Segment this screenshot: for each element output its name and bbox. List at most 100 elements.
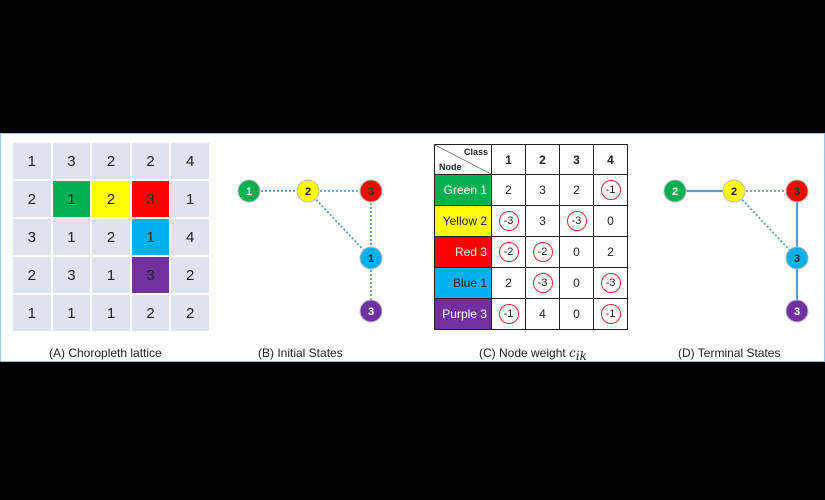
terminal-node-circle xyxy=(722,179,746,203)
lattice-cell: 1 xyxy=(12,294,52,332)
lattice-cell: 3 xyxy=(130,180,171,218)
corner-node-label: Node xyxy=(439,162,462,172)
initial-node-circle xyxy=(359,299,383,323)
weight-value: 2 xyxy=(607,245,614,259)
row-label: Purple 3 xyxy=(434,298,492,330)
table-row: Green 1 2 3 2 -1 xyxy=(434,174,628,206)
initial-node-label: 1 xyxy=(246,186,252,198)
weight-cell: -2 xyxy=(525,236,560,268)
row-label: Red 3 xyxy=(434,236,492,268)
initial-node-circle xyxy=(359,246,383,270)
weight-value: 0 xyxy=(573,245,580,259)
weight-value: 3 xyxy=(539,214,546,228)
lattice-cell: 2 xyxy=(170,294,210,332)
weights-caption-text: (C) Node weight xyxy=(479,346,570,360)
terminal-node-circle xyxy=(663,179,687,203)
weight-cell: 0 xyxy=(559,267,594,299)
table-row: Purple 3 -1 4 0 -1 xyxy=(434,298,628,330)
initial-states-graph: 1 2 3 1 3 xyxy=(237,179,383,323)
lattice-cell: 1 xyxy=(130,218,171,256)
column-header: 4 xyxy=(593,144,628,175)
weight-value: 0 xyxy=(607,214,614,228)
weights-caption-symbol: c xyxy=(569,346,576,360)
weight-cell: 3 xyxy=(525,174,560,206)
row-label: Green 1 xyxy=(434,174,492,206)
weight-value: 2 xyxy=(573,183,580,197)
lattice-cell: 2 xyxy=(91,218,131,256)
edge-2-blue xyxy=(307,190,372,259)
lattice-cell: 1 xyxy=(51,294,92,332)
initial-caption: (B) Initial States xyxy=(258,346,343,360)
weight-cell: 0 xyxy=(559,236,594,268)
initial-node-label: 2 xyxy=(305,186,311,198)
lattice-cell: 3 xyxy=(130,256,171,294)
terminal-node-label: 2 xyxy=(731,186,737,198)
corner-class-label: Class xyxy=(463,147,488,157)
weight-cell: -1 xyxy=(593,298,628,330)
negative-weight-value: -3 xyxy=(498,211,519,231)
weight-cell: 2 xyxy=(593,236,628,268)
lattice-cell: 2 xyxy=(130,294,171,332)
weight-value: 4 xyxy=(539,307,546,321)
negative-weight-value: -1 xyxy=(600,180,621,200)
lattice-cell: 2 xyxy=(91,142,131,180)
column-header: 2 xyxy=(525,144,560,175)
initial-node-circle xyxy=(237,179,261,203)
terminal-node-label: 3 xyxy=(794,253,800,265)
node-weight-table: Class Node 1 2 3 4 Green 1 2 3 2 -1 Yellow 2-… xyxy=(434,144,628,330)
weight-cell: -3 xyxy=(491,205,526,237)
edge-yellow-blue xyxy=(733,190,798,259)
lattice-cell: 3 xyxy=(51,142,92,180)
lattice-cell: 3 xyxy=(51,256,92,294)
weight-value: 2 xyxy=(505,183,512,197)
table-row: Red 3 -2 -2 0 2 xyxy=(434,236,628,268)
negative-weight-value: -2 xyxy=(498,242,519,262)
row-label: Yellow 2 xyxy=(434,205,492,237)
lattice-cell: 4 xyxy=(170,142,210,180)
table-row: Yellow 2 -3 3 -3 0 xyxy=(434,205,628,237)
weight-cell: 0 xyxy=(559,298,594,330)
terminal-node-label: 3 xyxy=(794,186,800,198)
column-header: 1 xyxy=(491,144,526,175)
table-row: Blue 1 2 -3 0 -3 xyxy=(434,267,628,299)
negative-weight-value: -3 xyxy=(532,273,553,293)
weight-value: 0 xyxy=(573,276,580,290)
initial-node-label: 3 xyxy=(368,186,374,198)
terminal-node-label: 2 xyxy=(672,186,678,198)
negative-weight-value: -3 xyxy=(566,211,587,231)
lattice-cell: 1 xyxy=(91,256,131,294)
weight-cell: -2 xyxy=(491,236,526,268)
weight-cell: -1 xyxy=(593,174,628,206)
lattice-cell: 1 xyxy=(170,180,210,218)
lattice-cell: 2 xyxy=(91,180,131,218)
lattice-cell: 3 xyxy=(12,218,52,256)
terminal-node-circle xyxy=(785,179,809,203)
column-header: 3 xyxy=(559,144,594,175)
terminal-node-circle xyxy=(785,246,809,270)
lattice-cell: 2 xyxy=(12,180,52,218)
negative-weight-value: -1 xyxy=(498,304,519,324)
lattice-cell: 1 xyxy=(51,218,92,256)
lattice-cell: 4 xyxy=(170,218,210,256)
weight-cell: 2 xyxy=(491,267,526,299)
lattice-cell: 2 xyxy=(130,142,171,180)
weight-cell: 4 xyxy=(525,298,560,330)
weight-cell: 3 xyxy=(525,205,560,237)
table-corner: Class Node xyxy=(434,144,492,175)
weight-cell: 2 xyxy=(491,174,526,206)
lattice-cell: 1 xyxy=(51,180,92,218)
negative-weight-value: -3 xyxy=(600,273,621,293)
weight-cell: 2 xyxy=(559,174,594,206)
weights-caption: (C) Node weight cik xyxy=(479,346,587,363)
weight-cell: 0 xyxy=(593,205,628,237)
weight-value: 3 xyxy=(539,183,546,197)
terminal-node-circle xyxy=(785,299,809,323)
lattice-cell: 2 xyxy=(170,256,210,294)
terminal-states-graph: 2 2 3 3 3 xyxy=(663,179,809,323)
terminal-caption: (D) Terminal States xyxy=(678,346,781,360)
weight-value: 0 xyxy=(573,307,580,321)
initial-node-label: 1 xyxy=(368,253,374,265)
initial-node-circle xyxy=(296,179,320,203)
